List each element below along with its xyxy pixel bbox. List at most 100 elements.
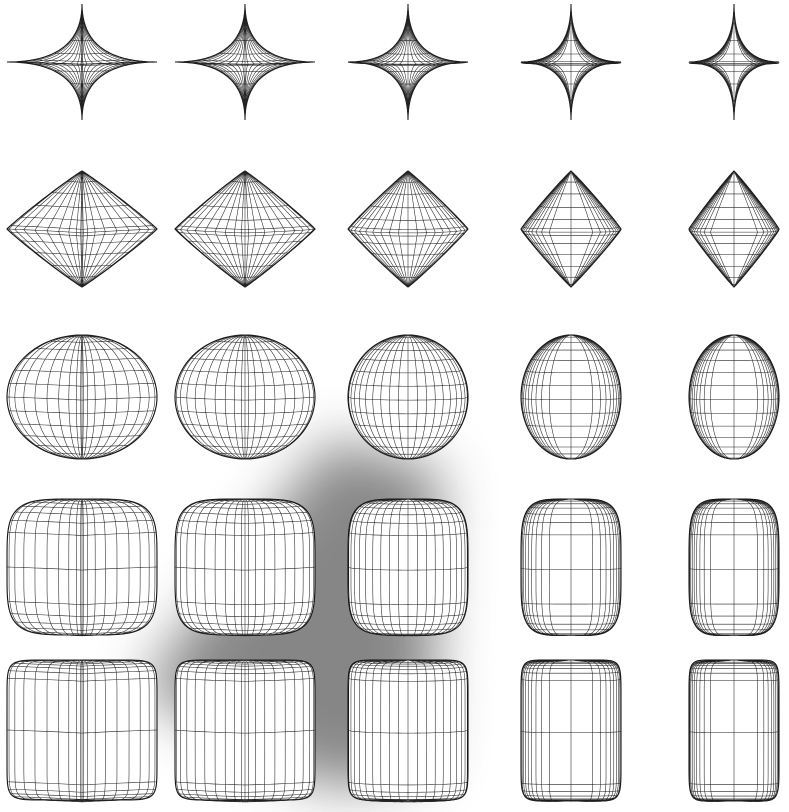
longitude-line [245, 659, 304, 801]
longitude-line [244, 170, 314, 288]
longitude-line [733, 498, 765, 636]
ellipsoid-ridged-shape [6, 334, 158, 460]
longitude-line [80, 334, 83, 460]
longitude-line [204, 498, 246, 636]
longitude-line [81, 334, 130, 460]
longitude-line [46, 334, 83, 460]
longitude-line [570, 334, 607, 460]
longitude-line [244, 334, 276, 460]
longitude-line [525, 334, 572, 460]
longitude-line [570, 3, 593, 121]
longitude-line [214, 170, 246, 288]
longitude-line [733, 3, 758, 121]
longitude-line [9, 3, 83, 121]
longitude-line [570, 334, 593, 460]
longitude-line [46, 659, 82, 802]
longitude-line [176, 3, 246, 121]
longitude-line [81, 170, 130, 288]
longitude-line [244, 334, 256, 460]
longitude-line [8, 659, 82, 801]
longitude-line [23, 170, 83, 288]
longitude-line [691, 659, 734, 802]
cube-shape [174, 659, 316, 803]
longitude-line [521, 659, 571, 801]
longitude-line [531, 170, 572, 288]
longitude-line [398, 498, 409, 637]
longitude-line [521, 3, 572, 121]
longitude-line [80, 498, 83, 637]
longitude-line [733, 170, 775, 288]
longitude-line [23, 659, 82, 801]
cube-wide-shape [6, 659, 158, 803]
longitude-line [34, 334, 83, 460]
longitude-line [68, 334, 83, 460]
longitude-line [523, 498, 572, 636]
longitude-line [570, 498, 619, 636]
longitude-line [68, 170, 83, 288]
longitude-line [244, 3, 304, 121]
longitude-line [571, 659, 607, 802]
longitude-line [354, 334, 409, 460]
longitude-line [348, 659, 408, 801]
longitude-line [699, 659, 735, 802]
longitude-line [81, 3, 88, 121]
longitude-line [696, 170, 735, 288]
longitude-line [81, 170, 150, 288]
longitude-line [703, 170, 735, 288]
rounded-cube-lobed-shape [688, 498, 780, 636]
rounded-cylinder-shape [347, 498, 469, 637]
longitude-line [699, 498, 735, 636]
longitude-line [407, 170, 451, 288]
longitude-line [733, 498, 778, 636]
longitude-line [234, 170, 246, 288]
longitude-line [571, 659, 615, 802]
longitude-line [348, 498, 409, 636]
longitude-line [407, 498, 457, 636]
longitude-line [407, 3, 427, 121]
longitude-line [186, 170, 246, 288]
longitude-line [365, 170, 409, 288]
longitude-line [408, 659, 462, 802]
longitude-line [527, 659, 571, 802]
longitude-line [389, 170, 409, 288]
longitude-line [76, 498, 83, 637]
longitude-line [348, 334, 409, 460]
longitude-line [245, 659, 310, 801]
longitude-line [407, 170, 462, 288]
longitude-line [527, 170, 572, 288]
longitude-line [81, 3, 106, 121]
longitude-line [244, 498, 266, 637]
longitude-line [244, 170, 310, 288]
longitude-line [350, 498, 409, 636]
longitude-line [204, 659, 245, 802]
longitude-line [194, 334, 246, 460]
longitude-line [733, 334, 769, 460]
longitude-line [541, 498, 572, 636]
double-cone-shape [347, 170, 469, 288]
longitude-line [180, 659, 245, 801]
longitude-line [703, 334, 735, 460]
longitude-line [689, 3, 735, 121]
longitude-line [81, 3, 117, 121]
longitude-line [398, 3, 409, 121]
longitude-line [34, 498, 83, 636]
longitude-line [214, 498, 246, 636]
longitude-line [81, 334, 84, 460]
longitude-line [570, 498, 615, 636]
longitude-line [407, 498, 466, 636]
longitude-line [407, 3, 444, 121]
longitude-line [244, 659, 256, 803]
longitude-line [34, 659, 82, 801]
longitude-line [58, 659, 83, 802]
longitude-line [570, 170, 601, 288]
longitude-line [14, 498, 83, 636]
longitude-line [372, 334, 409, 460]
longitude-line [733, 498, 758, 636]
longitude-line [214, 334, 246, 460]
longitude-line [58, 498, 83, 636]
longitude-line [81, 498, 88, 637]
longitude-line [81, 498, 118, 636]
longitude-line [81, 170, 88, 288]
longitude-line [521, 498, 572, 636]
longitude-line [186, 334, 246, 460]
